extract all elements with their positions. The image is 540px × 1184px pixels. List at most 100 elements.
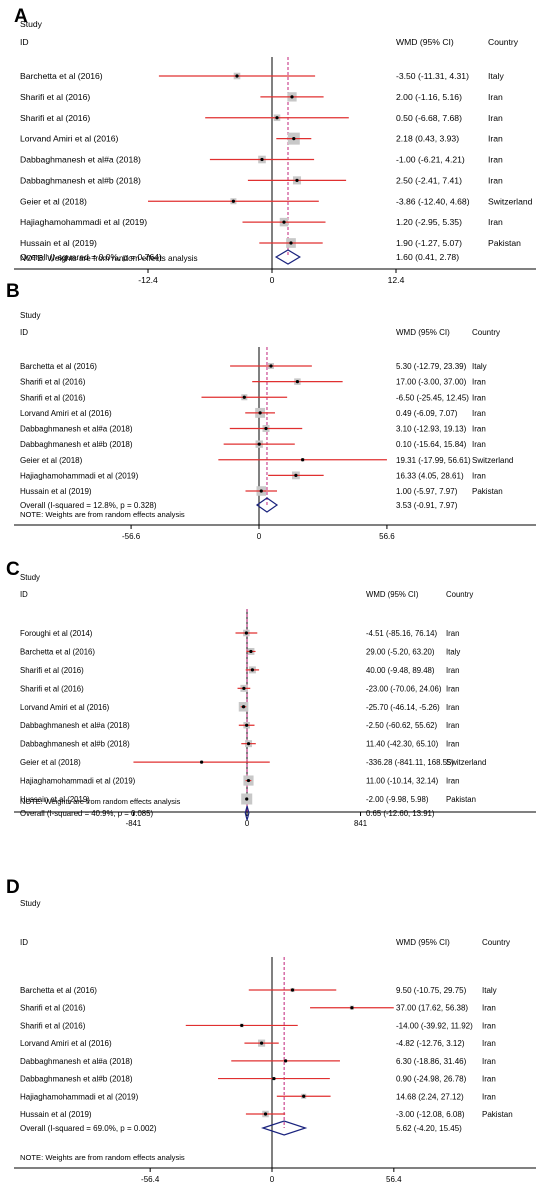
study-country: Iran [446,777,459,786]
study-ci-text: -4.82 (-12.76, 3.12) [396,1039,465,1048]
overall-label: Overall (I-squared = 40.9%, p = 0.085) [20,809,153,818]
study-ci-text: 16.33 (4.05, 28.61) [396,471,464,480]
header-effect: WMD (95% CI) [396,328,450,337]
weights-note: NOTE: Weights are from random effects an… [20,797,181,806]
header-country: Country [446,590,473,599]
study-country: Iran [472,425,486,434]
header-study: Study [20,311,40,320]
header-id: ID [20,328,28,337]
study-name: Hajiaghamohammadi et al (2019) [20,1092,139,1101]
study-country: Iran [482,1057,496,1066]
study-country: Iran [482,1021,496,1030]
study-name: Geier et al (2018) [20,196,87,206]
study-ci-text: 40.00 (-9.48, 89.48) [366,666,435,675]
header-country: Country [482,938,510,947]
study-ci-text: -3.86 (-12.40, 4.68) [396,196,470,206]
study-country: Iran [488,217,503,227]
study-point [269,364,273,368]
x-tick-label: 56.4 [386,1175,402,1184]
study-country: Switzerland [488,196,533,206]
study-ci-text: 11.00 (-10.14, 32.14) [366,777,439,786]
study-name: Barchetta et al (2016) [20,362,97,371]
study-ci-text: 37.00 (17.62, 56.38) [396,1004,468,1013]
study-point [200,760,204,764]
x-tick-label: 841 [354,819,367,828]
study-point [259,1041,264,1045]
study-country: Iran [488,134,503,144]
study-ci-text: -25.70 (-46.14, -5.26) [366,703,440,712]
overall-label: Overall (I-squared = 0.0%, p = 0.764) [20,252,162,262]
weights-note: NOTE: Weights are from random effects an… [20,254,198,263]
study-ci-text: 1.20 (-2.95, 5.35) [396,217,462,227]
study-country: Iran [472,409,486,418]
study-point [249,649,253,654]
study-country: Iran [472,440,486,449]
study-name: Hajiaghamohammadi et al (2019) [20,471,139,480]
panel-label: C [6,559,20,580]
header-country: Country [488,37,519,47]
overall-diamond [244,805,250,821]
x-tick-label: 12.4 [388,275,405,285]
panel-label: D [6,877,20,898]
study-ci-text: 0.90 (-24.98, 26.78) [396,1075,467,1084]
study-ci-text: -6.50 (-25.45, 12.45) [396,393,469,402]
study-point [259,489,263,493]
panel-label: B [6,281,20,302]
study-point [244,631,248,635]
study-country: Iran [472,393,486,402]
study-country: Italy [482,986,497,995]
study-point [295,178,299,182]
study-ci-text: -14.00 (-39.92, 11.92) [396,1021,473,1030]
x-tick-label: -56.6 [122,532,141,541]
x-tick-label: -56.4 [141,1175,160,1184]
study-ci-text: 14.68 (2.24, 27.12) [396,1092,464,1101]
study-country: Iran [482,1039,496,1048]
header-id: ID [20,938,28,947]
header-effect: WMD (95% CI) [366,590,419,599]
study-country: Italy [472,362,487,371]
header-effect: WMD (95% CI) [396,37,454,47]
study-point [301,458,305,462]
study-point [250,668,254,672]
study-country: Iran [446,703,459,712]
study-name: Geier et al (2018) [20,456,83,465]
study-name: Barchetta et al (2016) [20,647,95,656]
study-name: Lorvand Amiri et al (2016) [20,409,112,418]
study-point [290,95,294,99]
study-point [272,1076,276,1081]
header-id: ID [20,590,28,599]
study-point [282,220,286,224]
study-point [284,1059,288,1063]
overall-ci-text: 1.60 (0.41, 2.78) [396,252,459,262]
study-name: Hussain et al (2019) [20,238,97,248]
study-ci-text: 19.31 (-17.99, 56.61) [396,456,471,465]
study-ci-text: -23.00 (-70.06, 24.06) [366,684,442,693]
header-study: Study [20,899,40,908]
study-ci-text: 11.40 (-42.30, 65.10) [366,740,439,749]
study-ci-text: 0.49 (-6.09, 7.07) [396,409,458,418]
study-country: Iran [488,92,503,102]
overall-diamond [274,249,301,265]
study-point [258,411,262,415]
study-name: Sharifi et al (2016) [20,92,90,102]
study-ci-text: 9.50 (-10.75, 29.75) [396,986,467,995]
study-name: Lorvand Amiri et al (2016) [20,134,119,144]
x-tick-label: 0 [245,819,250,828]
study-country: Switzerland [446,758,486,767]
overall-diamond [261,1120,308,1136]
study-ci-text: 6.30 (-18.86, 31.46) [396,1057,467,1066]
overall-label: Overall (I-squared = 69.0%, p = 0.002) [20,1124,157,1133]
study-point [257,442,261,446]
study-point [290,988,295,992]
study-ci-text: -4.51 (-85.16, 76.14) [366,629,437,638]
overall-ci-text: 0.65 (-12.60, 13.91) [366,809,435,818]
study-country: Italy [488,71,504,81]
header-effect: WMD (95% CI) [396,938,450,947]
study-country: Iran [446,721,459,730]
overall-label: Overall (I-squared = 12.8%, p = 0.328) [20,501,157,510]
study-country: Iran [482,1075,496,1084]
study-country: Iran [488,113,503,123]
study-country: Switzerland [472,456,513,465]
x-tick-label: 0 [270,275,275,285]
study-point [350,1006,354,1010]
